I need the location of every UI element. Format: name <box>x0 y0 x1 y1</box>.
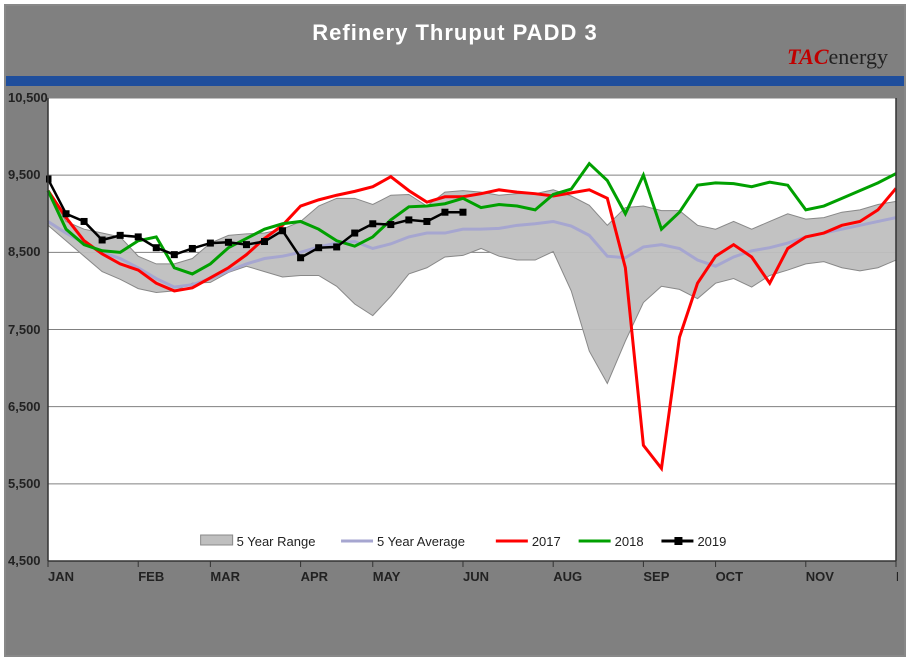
logo: TACenergy <box>787 44 888 70</box>
logo-black: energy <box>829 44 888 69</box>
svg-text:JUN: JUN <box>463 569 489 584</box>
y-tick-label: 10,500 <box>8 90 48 105</box>
svg-text:APR: APR <box>301 569 329 584</box>
svg-text:2019: 2019 <box>697 534 726 549</box>
y-tick-label: 4,500 <box>8 553 41 568</box>
svg-text:NOV: NOV <box>806 569 835 584</box>
svg-text:OCT: OCT <box>716 569 744 584</box>
svg-text:SEP: SEP <box>643 569 669 584</box>
y-tick-label: 5,500 <box>8 476 41 491</box>
svg-text:JAN: JAN <box>48 569 74 584</box>
y-tick-label: 6,500 <box>8 399 41 414</box>
chart-title: Refinery Thruput PADD 3 <box>6 6 904 46</box>
svg-text:2018: 2018 <box>615 534 644 549</box>
chart-frame: Refinery Thruput PADD 3 TACenergy JAN FEB… <box>0 0 910 661</box>
header: Refinery Thruput PADD 3 TACenergy <box>6 6 904 76</box>
svg-text:2017: 2017 <box>532 534 561 549</box>
blue-divider <box>6 76 904 86</box>
svg-text:MAY: MAY <box>373 569 401 584</box>
svg-text:5 Year Range: 5 Year Range <box>237 534 316 549</box>
svg-text:FEB: FEB <box>138 569 164 584</box>
logo-red: TAC <box>787 44 829 69</box>
chart-area: JAN FEB MAR APR MAY JUN AUG SEP OCT NOV DEC 5 Year … <box>46 96 898 601</box>
svg-text:5 Year Average: 5 Year Average <box>377 534 465 549</box>
svg-text:DEC: DEC <box>896 569 898 584</box>
svg-text:MAR: MAR <box>210 569 240 584</box>
y-tick-label: 7,500 <box>8 322 41 337</box>
chart-svg: JAN FEB MAR APR MAY JUN AUG SEP OCT NOV DEC 5 Year … <box>46 96 898 601</box>
svg-text:AUG: AUG <box>553 569 582 584</box>
y-tick-label: 8,500 <box>8 244 41 259</box>
y-tick-label: 9,500 <box>8 167 41 182</box>
